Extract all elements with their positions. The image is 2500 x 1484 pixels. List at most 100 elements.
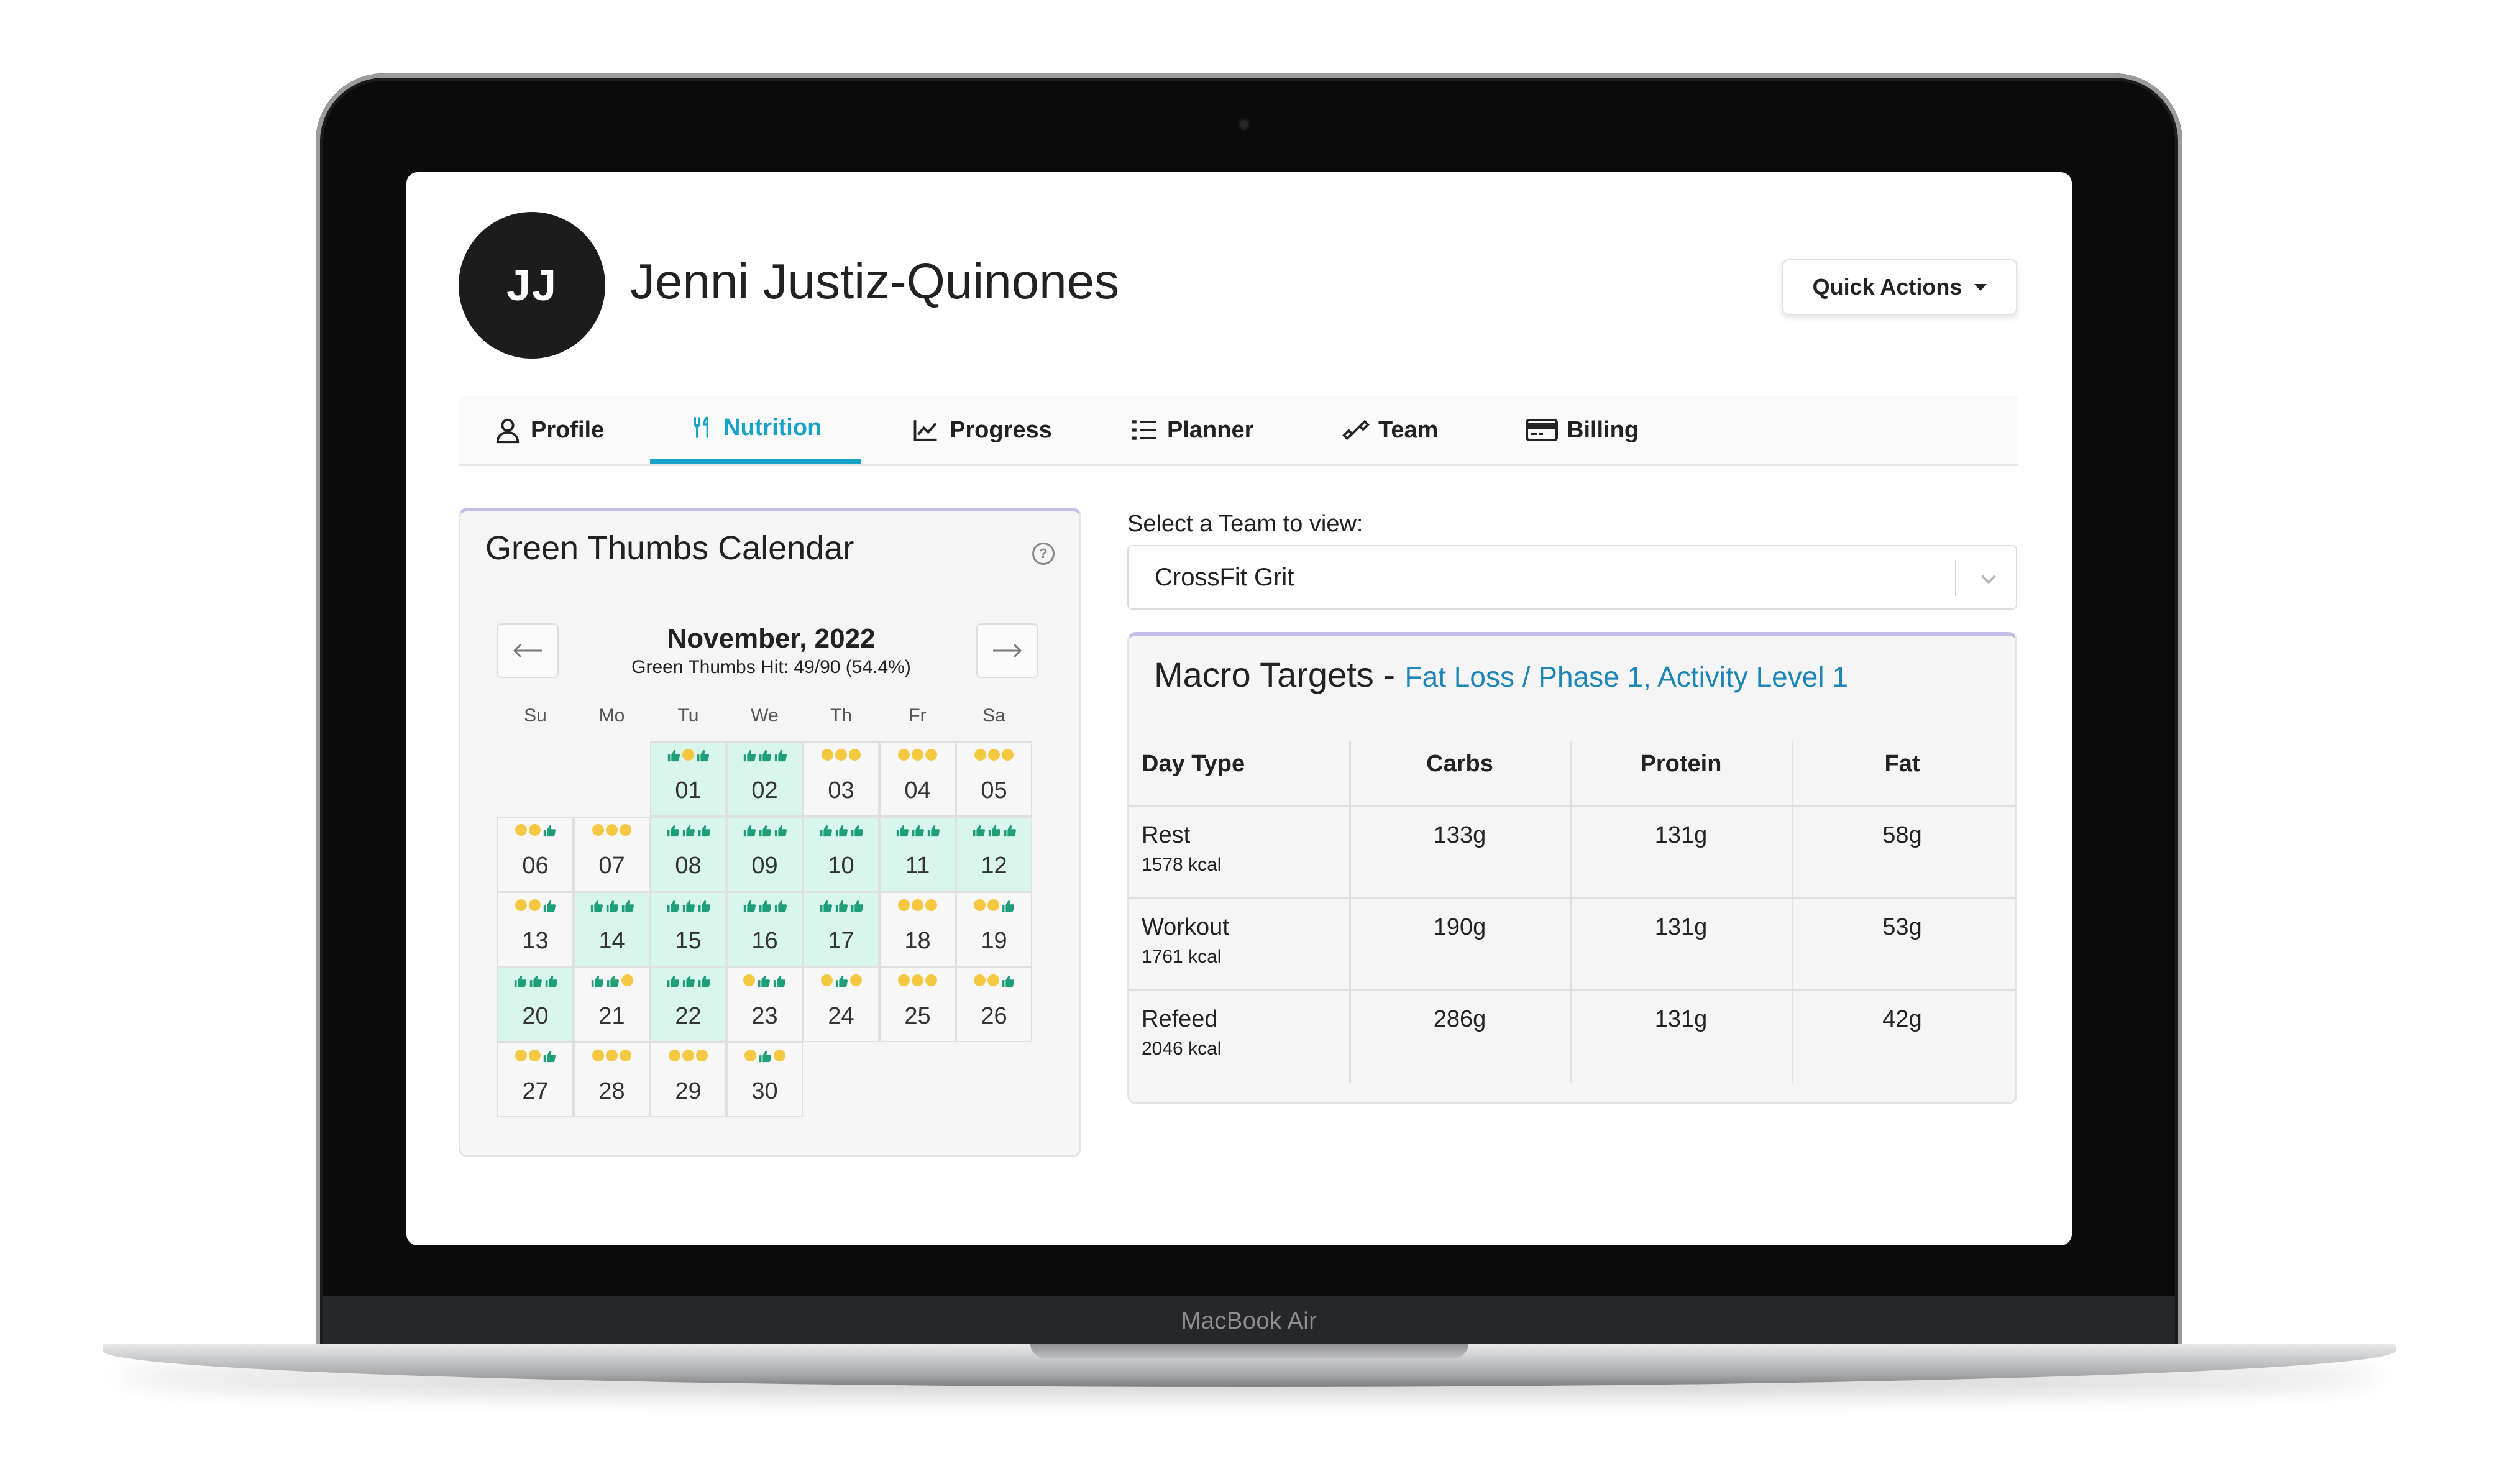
thumbs-up-icon xyxy=(543,825,556,837)
calendar-day-01[interactable]: 01 xyxy=(650,741,726,817)
tab-profile[interactable]: Profile xyxy=(493,396,604,464)
day-status-icons xyxy=(804,899,878,913)
day-number: 23 xyxy=(751,1003,778,1029)
calendar-day-20[interactable]: 20 xyxy=(497,967,574,1042)
team-select-label: Select a Team to view: xyxy=(1127,511,1363,537)
calendar-day-13[interactable]: 13 xyxy=(497,892,574,967)
thumbs-up-icon xyxy=(912,825,924,837)
calendar-day-10[interactable]: 10 xyxy=(803,817,879,892)
calendar-day-27[interactable]: 27 xyxy=(497,1042,574,1117)
help-icon[interactable]: ? xyxy=(1032,543,1055,565)
calendar-day-24[interactable]: 24 xyxy=(803,967,879,1042)
thumbs-up-icon xyxy=(896,825,909,837)
yellow-dot-icon xyxy=(528,824,541,836)
day-number: 20 xyxy=(522,1003,549,1029)
macro-targets-card: Macro Targets - Fat Loss / Phase 1, Acti… xyxy=(1127,632,2017,1104)
yellow-dot-icon xyxy=(898,899,910,911)
calendar-day-08[interactable]: 08 xyxy=(650,817,726,892)
tab-nutrition[interactable]: Nutrition xyxy=(650,396,862,464)
thumbs-up-icon xyxy=(851,900,863,912)
caret-down-icon xyxy=(1974,283,1987,291)
calendar-day-15[interactable]: 15 xyxy=(650,892,726,967)
thumbs-up-icon xyxy=(743,749,756,762)
header-day-type: Day Type xyxy=(1142,751,1245,777)
day-status-icons xyxy=(957,749,1031,761)
calendar-day-22[interactable]: 22 xyxy=(650,967,726,1042)
calendar-day-06[interactable]: 06 xyxy=(497,817,574,892)
day-number: 19 xyxy=(981,928,1007,954)
calendar-day-26[interactable]: 26 xyxy=(956,967,1032,1042)
yellow-dot-icon xyxy=(822,749,833,761)
day-status-icons xyxy=(728,974,802,988)
day-number: 06 xyxy=(522,853,549,879)
tab-planner[interactable]: Planner xyxy=(1130,396,1253,464)
team-select[interactable]: CrossFit Grit xyxy=(1127,545,2017,610)
day-number: 04 xyxy=(904,777,931,804)
tab-billing[interactable]: Billing xyxy=(1526,396,1639,464)
weekday-label: Tu xyxy=(677,705,699,726)
calendar-day-14[interactable]: 14 xyxy=(574,892,650,967)
yellow-dot-icon xyxy=(773,1050,785,1061)
calendar-day-09[interactable]: 09 xyxy=(726,817,803,892)
thumbs-up-icon xyxy=(927,825,940,837)
thumbs-up-icon xyxy=(835,825,848,837)
day-number: 22 xyxy=(675,1003,702,1029)
calendar-month: November, 2022 xyxy=(667,623,876,654)
calendar-day-28[interactable]: 28 xyxy=(574,1042,650,1117)
calendar-day-17[interactable]: 17 xyxy=(803,892,879,967)
thumbs-up-icon xyxy=(773,975,786,987)
row-kcal: 2046 kcal xyxy=(1142,1038,1222,1059)
calendar-day-21[interactable]: 21 xyxy=(574,967,650,1042)
calendar-day-12[interactable]: 12 xyxy=(956,817,1032,892)
thumbs-up-icon xyxy=(591,975,604,987)
thumbs-up-icon xyxy=(973,825,985,837)
tab-progress[interactable]: Progress xyxy=(911,396,1052,464)
tab-label: Nutrition xyxy=(723,414,822,441)
quick-actions-label: Quick Actions xyxy=(1812,274,1962,300)
calendar-day-29[interactable]: 29 xyxy=(650,1042,726,1117)
chevron-down-icon[interactable] xyxy=(1977,567,2000,590)
calendar-day-05[interactable]: 05 xyxy=(956,741,1032,817)
calendar-day-18[interactable]: 18 xyxy=(879,892,956,967)
calendar-day-23[interactable]: 23 xyxy=(726,967,803,1042)
yellow-dot-icon xyxy=(925,974,937,986)
calendar-day-03[interactable]: 03 xyxy=(803,741,879,817)
list-icon xyxy=(1132,420,1156,440)
macro-plan-link[interactable]: Fat Loss / Phase 1, Activity Level 1 xyxy=(1404,661,1848,693)
thumbs-up-icon xyxy=(759,825,771,837)
thumbs-up-icon xyxy=(774,900,787,912)
thumbs-up-icon xyxy=(758,975,771,987)
tab-team[interactable]: Team xyxy=(1342,396,1438,464)
thumbs-up-icon xyxy=(820,825,832,837)
day-status-icons xyxy=(728,749,802,763)
calendar-day-19[interactable]: 19 xyxy=(956,892,1032,967)
calendar-day-07[interactable]: 07 xyxy=(574,817,650,892)
day-number: 24 xyxy=(828,1003,854,1029)
calendar-day-30[interactable]: 30 xyxy=(726,1042,803,1117)
day-status-icons xyxy=(575,1050,649,1061)
calendar-day-25[interactable]: 25 xyxy=(879,967,956,1042)
page-title: Jenni Justiz-Quinones xyxy=(630,254,1120,309)
calendar-day-16[interactable]: 16 xyxy=(726,892,803,967)
day-status-icons xyxy=(881,824,955,838)
day-status-icons xyxy=(498,1050,572,1063)
avatar[interactable]: JJ xyxy=(459,212,605,359)
column-divider xyxy=(1349,741,1351,1083)
thumbs-up-icon xyxy=(543,900,556,912)
yellow-dot-icon xyxy=(515,1050,527,1061)
yellow-dot-icon xyxy=(988,749,1000,761)
yellow-dot-icon xyxy=(620,1050,631,1061)
previous-month-button[interactable] xyxy=(497,623,559,678)
thumbs-up-icon xyxy=(1004,825,1016,837)
app-screen: JJ Jenni Justiz-Quinones Quick Actions P… xyxy=(406,172,2072,1245)
yellow-dot-icon xyxy=(898,749,910,761)
day-status-icons xyxy=(728,824,802,838)
calendar-day-04[interactable]: 04 xyxy=(879,741,956,817)
yellow-dot-icon xyxy=(912,974,923,986)
next-month-button[interactable] xyxy=(976,623,1038,678)
calendar-day-11[interactable]: 11 xyxy=(879,817,956,892)
column-divider xyxy=(1570,741,1572,1083)
thumbs-up-icon xyxy=(743,900,756,912)
quick-actions-button[interactable]: Quick Actions xyxy=(1782,259,2017,315)
calendar-day-02[interactable]: 02 xyxy=(726,741,803,817)
